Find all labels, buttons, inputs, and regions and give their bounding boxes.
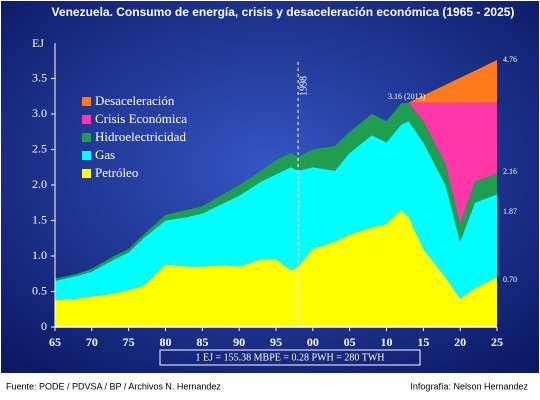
legend-swatch	[82, 151, 91, 160]
legend-swatch	[82, 115, 91, 124]
x-tick-label: 00	[307, 335, 319, 349]
note-box	[159, 349, 421, 366]
y-tick-label: 0.5	[32, 283, 47, 297]
x-tick-label: 90	[233, 335, 245, 349]
x-tick-label: 80	[160, 335, 172, 349]
credit-note: Infografía: Nelson Hernandez	[410, 381, 528, 391]
annotation: 1.87	[503, 207, 517, 216]
annotation: 2.16	[503, 167, 517, 176]
x-tick-label: 10	[381, 335, 393, 349]
x-tick-label: 20	[454, 335, 466, 349]
legend-label: Petróleo	[95, 165, 138, 180]
marker-label: 1998	[298, 76, 309, 96]
area	[408, 60, 497, 103]
legend-label: Crisis Económica	[95, 111, 187, 126]
y-tick-label: 1.5	[32, 212, 47, 226]
annotation: 4.76	[503, 55, 517, 64]
y-axis-label: EJ	[32, 36, 44, 50]
legend-label: Desaceleración	[95, 93, 175, 108]
x-tick-label: 95	[270, 335, 282, 349]
x-tick-label: 65	[49, 335, 61, 349]
legend-label: Gas	[95, 147, 115, 162]
chart-title: Venezuela. Consumo de energía, crisis y …	[52, 5, 515, 19]
area	[55, 209, 497, 327]
x-tick-label: 85	[196, 335, 208, 349]
annotation: 0.70	[503, 275, 517, 284]
legend-swatch	[82, 133, 91, 142]
area	[55, 121, 497, 301]
x-tick-label: 70	[86, 335, 98, 349]
x-tick-label: 15	[417, 335, 429, 349]
legend-swatch	[82, 169, 91, 178]
y-tick-label: 0	[41, 319, 47, 333]
y-tick-label: 3.0	[32, 106, 47, 120]
x-tick-label: 05	[344, 335, 356, 349]
source-note: Fuente: PODE / PDVSA / BP / Archivos N. …	[6, 381, 221, 391]
annotation: 3.16 (2013)	[388, 92, 426, 101]
y-tick-label: 1.0	[32, 248, 47, 262]
conversion-note: 1 EJ = 155.38 MBPE = 0.28 PWH = 280 TWH	[196, 352, 385, 363]
y-tick-label: 2.0	[32, 177, 47, 191]
x-tick-label: 25	[491, 335, 503, 349]
y-tick-label: 3.5	[32, 70, 47, 84]
y-tick-label: 2.5	[32, 141, 47, 155]
legend-swatch	[82, 97, 91, 106]
x-tick-label: 75	[123, 335, 135, 349]
legend-label: Hidroelectricidad	[95, 129, 186, 144]
area	[408, 102, 497, 225]
